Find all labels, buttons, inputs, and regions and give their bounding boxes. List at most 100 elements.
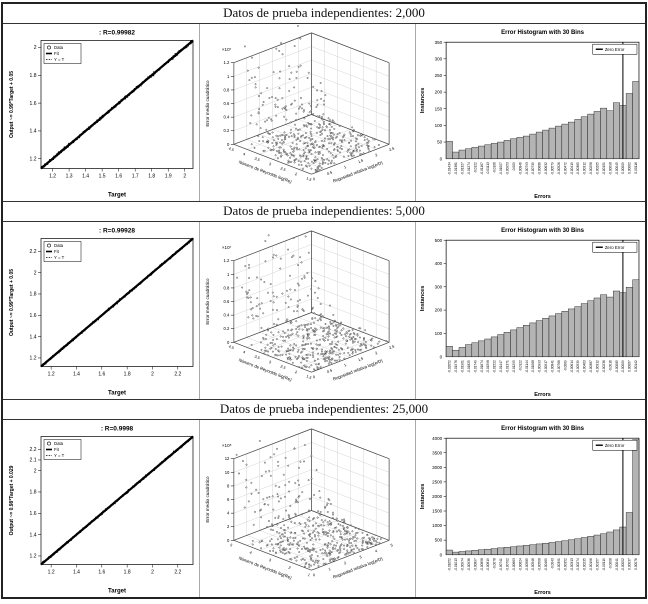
svg-text:-0.00045: -0.00045 [615,162,619,175]
svg-text:0.6: 0.6 [224,299,230,304]
row-5000: Datos de prueba independientes: 5,000 1.… [3,202,645,400]
svg-text:1: 1 [227,74,230,79]
svg-text:1.4: 1.4 [73,372,80,378]
svg-text:-0.00579: -0.00579 [551,162,555,175]
svg-text:1.8: 1.8 [148,174,155,180]
svg-text:Fit: Fit [54,249,60,254]
svg-text:-0.00953: -0.00953 [506,162,510,175]
svg-text:-0.00313: -0.00313 [570,558,574,571]
svg-text:-0.01167: -0.01167 [480,162,484,175]
svg-text:-0.00009: -0.00009 [621,360,625,373]
svg-text:0: 0 [312,573,315,577]
svg-text:1.2: 1.2 [30,356,37,362]
svg-text:3.5: 3.5 [254,355,260,361]
svg-text:-0.00151: -0.00151 [602,162,606,175]
svg-text:-0.00846: -0.00846 [518,162,522,175]
svg-text:-0.00702: -0.00702 [506,558,510,571]
svg-text:2: 2 [375,153,378,157]
svg-text:-0.00472: -0.00472 [563,162,567,175]
svg-text:0.00116: 0.00116 [634,162,638,174]
svg-text:0: 0 [440,156,443,161]
svg-text:1.8: 1.8 [124,570,131,576]
svg-text:8: 8 [227,483,230,488]
svg-text:2.5: 2.5 [389,147,395,153]
svg-text:4: 4 [242,350,245,354]
svg-text:0: 0 [227,142,230,147]
svg-text:-0.00312: -0.00312 [583,162,587,175]
surface-3d-plot: 00.20.40.60.811.2×10⁷1.522.533.544.500.5… [205,230,395,382]
svg-text:350: 350 [435,40,443,45]
svg-text:-0.00546: -0.00546 [531,558,535,571]
svg-text:Zero Error: Zero Error [605,245,625,250]
svg-text:0.00142: 0.00142 [634,360,638,372]
svg-text:1.5: 1.5 [306,374,312,380]
svg-text:Y = T: Y = T [54,57,65,62]
surface-cell: 0 2 4 6 8 10 12 ×10⁵ 1 2 3 4 5 0 1 2 3 4 5 Número de Reynol… [199,420,415,597]
row-25000: Datos de prueba independientes: 25,000 1… [3,400,645,597]
svg-text:-0.0122: -0.0122 [473,162,477,173]
svg-text:300: 300 [435,56,443,61]
svg-text:-0.00352: -0.00352 [563,558,567,571]
svg-text:-0.01825: -0.01825 [467,360,471,373]
svg-text:500: 500 [435,238,443,243]
svg-text:2000: 2000 [432,494,443,499]
svg-text:2.2: 2.2 [174,372,181,378]
svg-text:3000: 3000 [432,465,443,470]
svg-text:-0.00539: -0.00539 [576,360,580,373]
svg-text:Data: Data [54,45,64,50]
svg-text:0.00067: 0.00067 [628,360,632,372]
svg-text:3500: 3500 [432,450,443,455]
svg-text:-0.0106: -0.0106 [493,162,497,173]
svg-text:1.4: 1.4 [30,129,37,135]
svg-text:3: 3 [268,162,271,166]
histogram-cell: 50 100 150 200 250 300 350 0 -0.01434 -0.01381 -0.… [415,24,645,201]
svg-text:1.4: 1.4 [30,334,37,340]
svg-text:-0.00936: -0.00936 [467,558,471,571]
svg-text:1.6: 1.6 [30,511,37,517]
error-histogram: 500 1000 1500 2000 2500 3000 3500 4000 0 -0.01052… [420,426,640,596]
svg-text:1.6: 1.6 [30,313,37,319]
svg-text:Número de Reynolds log(Re): Número de Reynolds log(Re) [238,555,293,580]
svg-text:-0.0122: -0.0122 [518,360,522,371]
svg-text:2: 2 [343,561,346,565]
svg-text:Errors: Errors [534,590,551,596]
svg-text:-0.00897: -0.00897 [473,558,477,571]
svg-text:-0.00463: -0.00463 [583,360,587,373]
svg-text:Errors: Errors [534,194,551,200]
svg-text:-0.01327: -0.01327 [461,162,465,175]
svg-text:-0.00196: -0.00196 [589,558,593,571]
svg-text:Zero Error: Zero Error [605,47,625,52]
svg-text:-0.01295: -0.01295 [512,360,516,373]
svg-text:1.8: 1.8 [30,292,37,298]
svg-text:-0.00585: -0.00585 [525,558,529,571]
svg-text:Y = T: Y = T [54,255,65,260]
svg-text:1.5: 1.5 [358,159,364,165]
svg-text:1.2: 1.2 [30,554,37,560]
svg-text:2: 2 [288,566,291,570]
svg-text:1.6: 1.6 [115,174,122,180]
svg-text:0.8: 0.8 [224,87,230,92]
svg-text:0.5: 0.5 [326,368,332,374]
row-title: Datos de prueba independientes: 25,000 [3,400,645,420]
svg-text:-0.01976: -0.01976 [454,360,458,373]
svg-text:2: 2 [294,172,297,176]
svg-text:Fit: Fit [54,447,60,452]
svg-text:-0.00858: -0.00858 [480,558,484,571]
svg-text:1.4: 1.4 [30,532,37,538]
svg-text:0.6: 0.6 [224,101,230,106]
svg-text:1: 1 [328,567,331,571]
svg-text:50: 50 [437,140,443,145]
svg-text:0: 0 [312,177,315,181]
svg-text:-0.00419: -0.00419 [570,162,574,175]
svg-text:-0.00819: -0.00819 [486,558,490,571]
row-title: Datos de prueba independientes: 2,000 [3,4,645,24]
svg-text:-0.02052: -0.02052 [448,360,452,373]
svg-text:-0.00663: -0.00663 [512,558,516,571]
svg-text:2.1: 2.1 [30,458,37,464]
svg-text:1: 1 [307,573,310,577]
svg-text:Error Histogram with 30 Bins: Error Histogram with 30 Bins [501,228,585,234]
svg-text:1.6: 1.6 [30,101,37,107]
svg-text:Target: Target [108,589,126,595]
regression-cell: 1.2 1.4 1.6 1.8 2 2.2 1.2 1.4 1.6 1.8 2 2.2 Data Fit Y… [3,222,199,399]
svg-text:1.2: 1.2 [49,174,56,180]
